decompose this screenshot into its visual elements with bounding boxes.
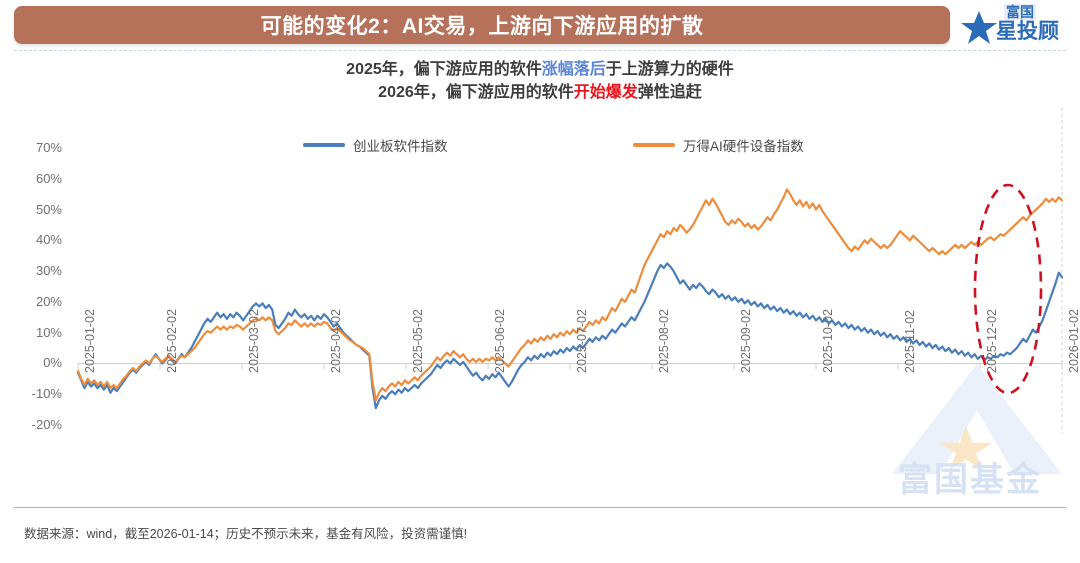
x-axis-tick-label: 2025-07-02 (575, 309, 589, 374)
y-axis-tick-label: -20% (31, 417, 62, 432)
header-banner: 可能的变化2：AI交易，上游向下游应用的扩散 (14, 6, 950, 44)
chart-title: 2025年，偏下游应用的软件涨幅落后于上游算力的硬件 2026年，偏下游应用的软… (0, 58, 1080, 104)
x-axis-tick-label: 2025-03-02 (247, 309, 262, 374)
x-axis-tick-label: 2025-02-02 (164, 309, 179, 374)
y-axis-tick-label: 20% (35, 293, 62, 309)
y-axis-tick-label: 0% (43, 355, 62, 371)
legend-label-hardware: 万得AI硬件设备指数 (683, 139, 804, 154)
logo-top-text: 富国 (1004, 4, 1036, 20)
star-icon (961, 11, 997, 44)
footer-note: 数据来源：wind，截至2026-01-14；历史不预示未来，基金有风险，投资需… (24, 527, 468, 541)
chart-title-line2-part1: 2026年，偏下游应用的软件 (378, 84, 574, 101)
x-axis-tick-label: 2025-09-02 (739, 309, 754, 374)
brand-logo: 富国 星投顾 (958, 2, 1076, 48)
y-axis-tick-label: 50% (35, 201, 62, 217)
chart-title-line-2: 2026年，偏下游应用的软件开始爆发弹性追赶 (0, 81, 1080, 104)
y-axis-tick-label: 30% (35, 263, 62, 279)
chart-title-line2-highlight: 开始爆发 (573, 84, 638, 101)
y-axis-tick-label: 60% (35, 170, 62, 186)
x-axis-tick-label: 2025-10-02 (821, 309, 835, 374)
plot-area: 富国基金 70% 60% 50% 40% 30% 20% 10% 0% -10% -20% 202… (0, 52, 1080, 507)
chart-title-line2-part3: 弹性追赶 (637, 84, 702, 101)
x-axis-tick-label: 2025-11-02 (902, 310, 917, 374)
chart-title-line-1: 2025年，偏下游应用的软件涨幅落后于上游算力的硬件 (0, 58, 1080, 81)
chart-title-line1-highlight: 涨幅落后 (541, 61, 606, 78)
chart-panel: 2025年，偏下游应用的软件涨幅落后于上游算力的硬件 2026年，偏下游应用的软… (0, 52, 1080, 507)
legend-item-software[interactable]: 创业板软件指数 (303, 135, 448, 155)
logo-bottom-text: 星投顾 (996, 20, 1059, 43)
x-axis-tick-label: 2025-05-02 (410, 309, 425, 374)
x-axis-tick-label: 2025-04-02 (329, 309, 343, 374)
series-line-1 (76, 188, 1064, 402)
legend-item-hardware[interactable]: 万得AI硬件设备指数 (633, 135, 804, 155)
series-line-0 (76, 262, 1064, 410)
legend-swatch-software (303, 143, 345, 147)
chart-title-line1-part1: 2025年，偏下游应用的软件 (346, 61, 542, 78)
chart-legend: 创业板软件指数 万得AI硬件设备指数 (0, 135, 1080, 155)
y-axis-tick-label: -10% (31, 386, 62, 402)
header-divider (14, 50, 1066, 52)
x-axis-tick-label: 2026-01-02 (1067, 309, 1080, 374)
page-header: 可能的变化2：AI交易，上游向下游应用的扩散 富国 星投顾 (0, 0, 1080, 52)
y-axis-tick-label: 70% (35, 140, 62, 155)
footer-divider (14, 507, 1066, 508)
x-axis-tick-label: 2025-01-02 (83, 309, 97, 374)
page-footer: 数据来源：wind，截至2026-01-14；历史不预示未来，基金有风险，投资需… (0, 507, 1080, 563)
banner-title: 可能的变化2：AI交易，上游向下游应用的扩散 (260, 15, 704, 38)
y-axis-tick-label: 40% (35, 232, 62, 248)
highlight-ellipse (973, 183, 1043, 395)
legend-label-software: 创业板软件指数 (353, 139, 448, 154)
legend-swatch-hardware (633, 143, 675, 147)
chart-title-line1-part3: 于上游算力的硬件 (605, 61, 734, 78)
y-axis-tick-label: 10% (35, 324, 62, 340)
x-axis-tick-label: 2025-06-02 (493, 309, 508, 374)
x-axis-tick-label: 2025-12-02 (985, 309, 1000, 374)
x-axis-tick-label: 2025-08-02 (656, 309, 671, 374)
line-chart-svg (76, 108, 1064, 433)
